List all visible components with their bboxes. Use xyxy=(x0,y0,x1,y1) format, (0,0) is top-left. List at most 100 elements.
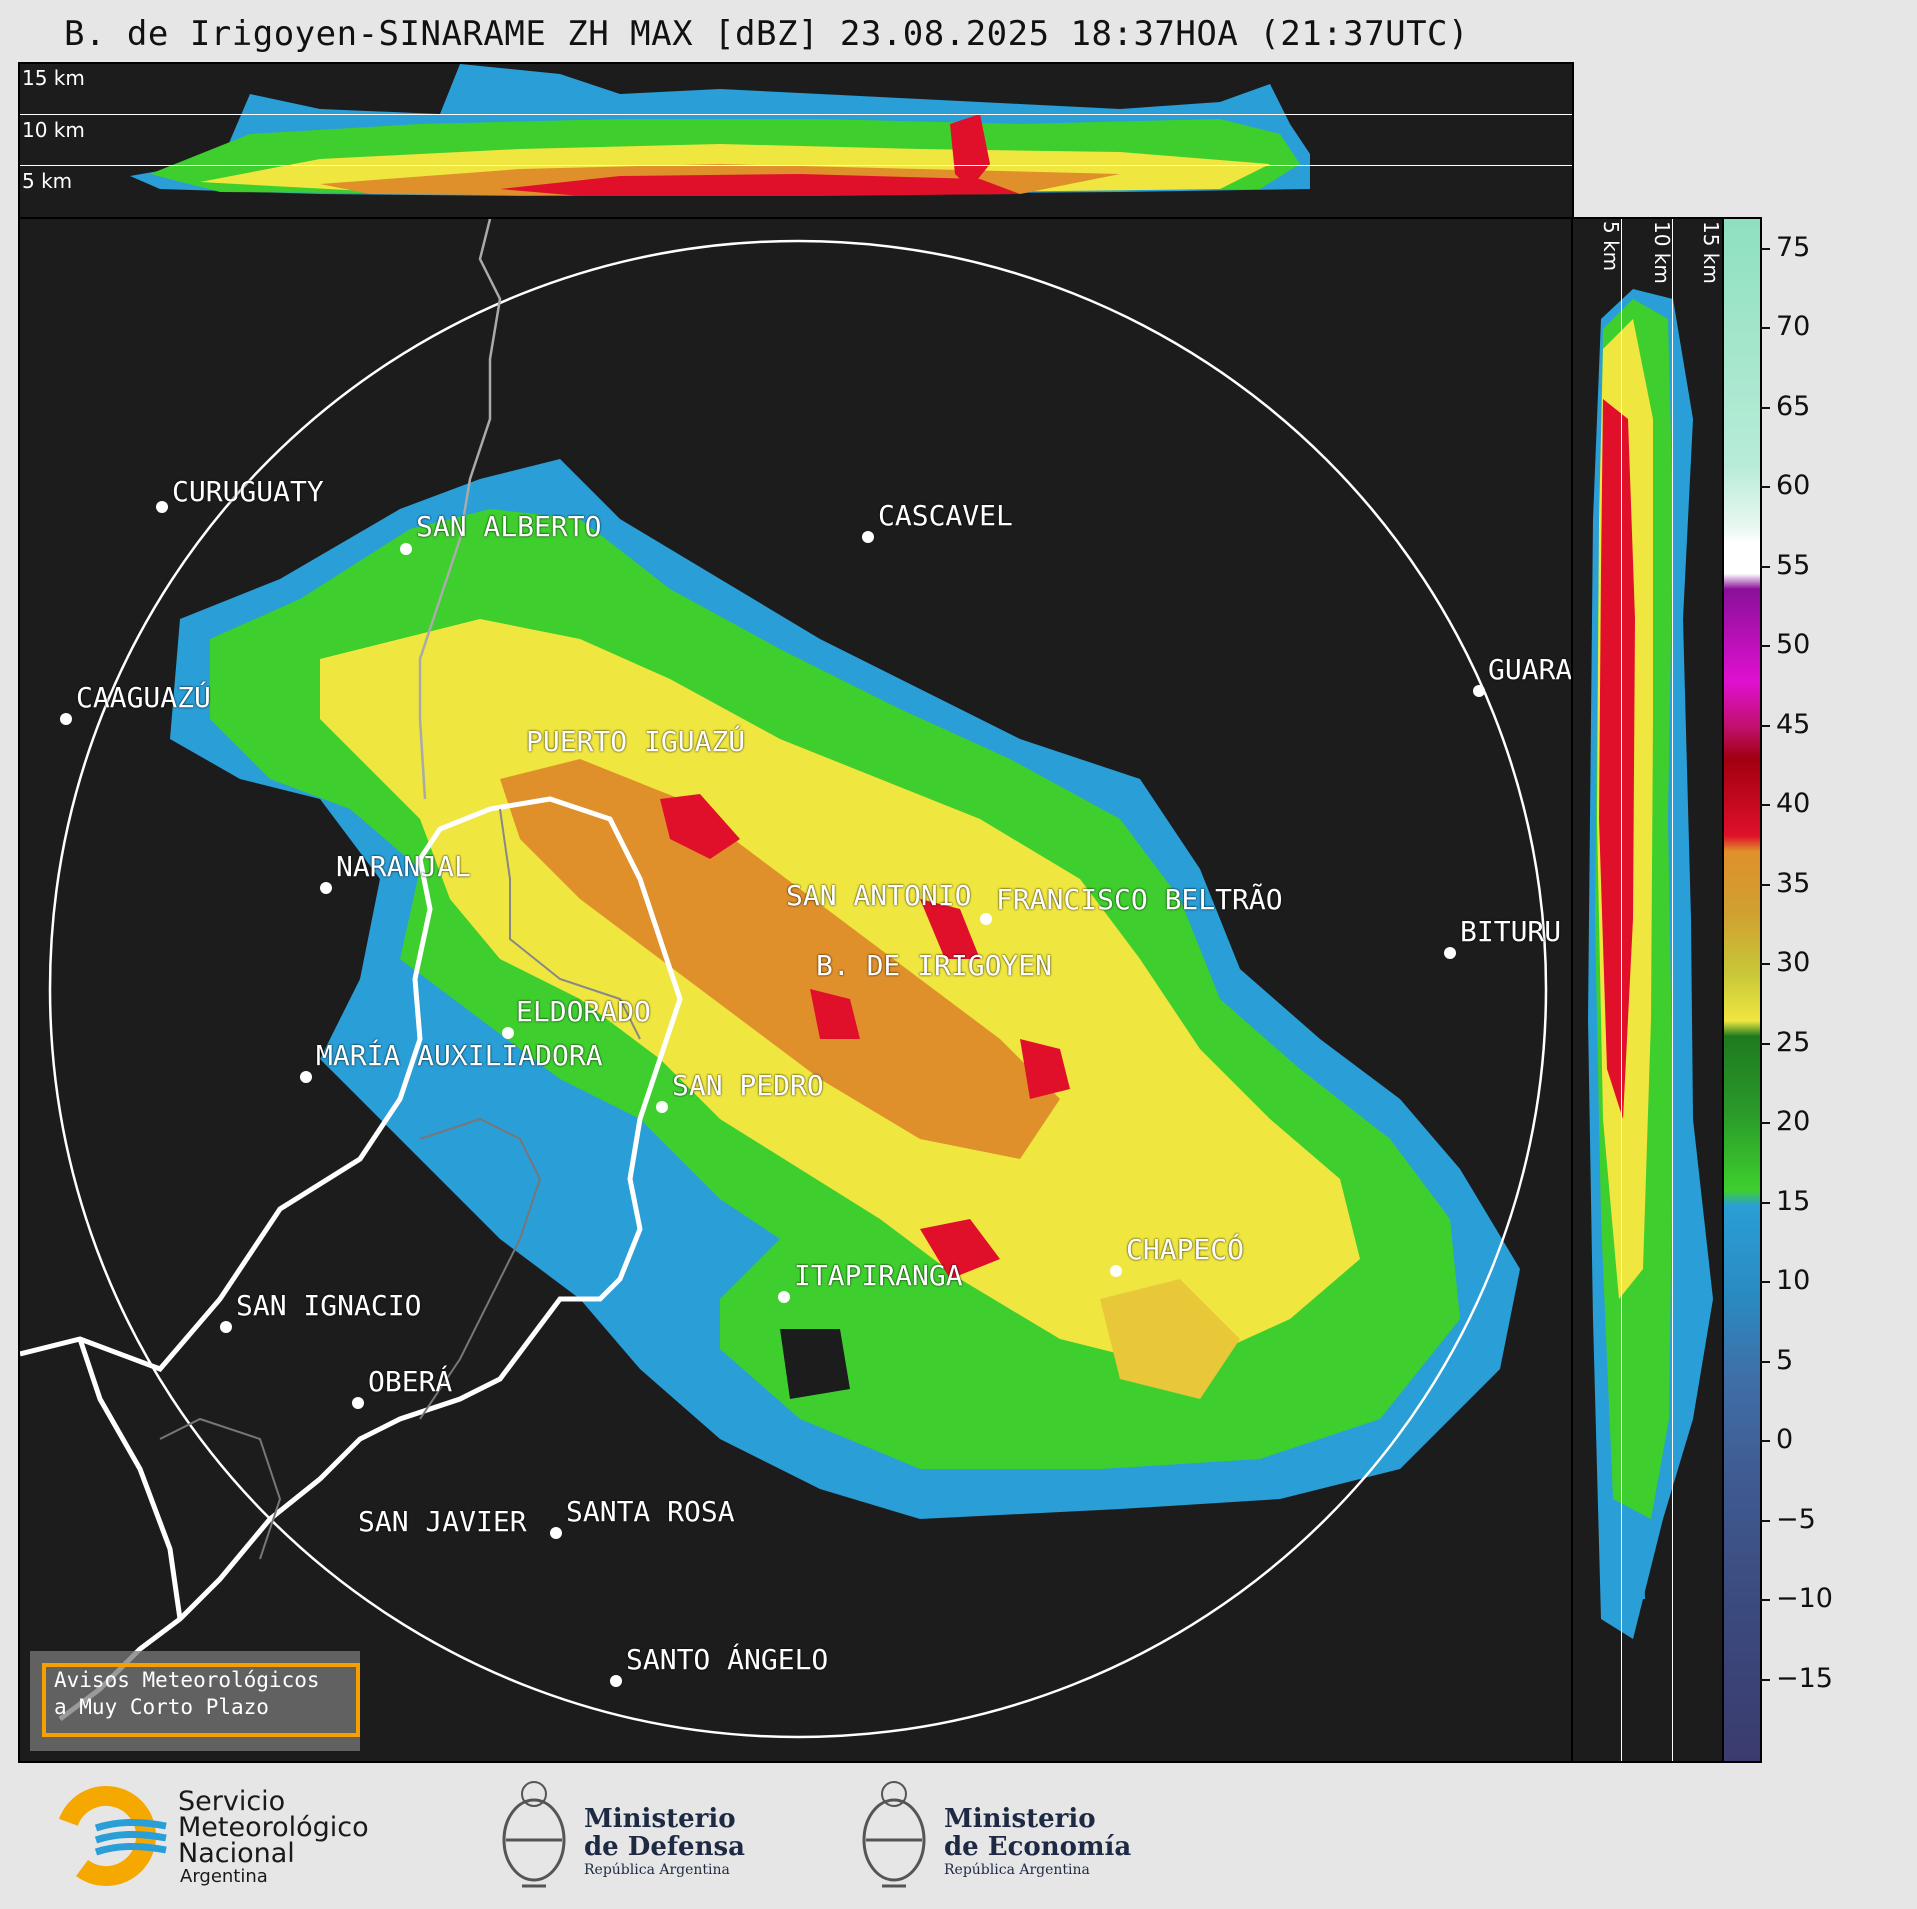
right-altitude-label-15km: 15 km xyxy=(1699,221,1723,284)
colorbar-tick-mark xyxy=(1760,1599,1770,1602)
city-label-caaguazu: CAAGUAZÚ xyxy=(76,681,211,714)
colorbar-tick-label: −15 xyxy=(1776,1662,1833,1694)
colorbar-tick-label: 5 xyxy=(1776,1344,1794,1376)
colorbar-tick-mark xyxy=(1760,883,1770,886)
city-marker xyxy=(1444,947,1456,959)
city-label-guara: GUARA xyxy=(1488,653,1573,686)
city-label-san-alberto: SAN ALBERTO xyxy=(416,510,602,543)
colorbar-tick-label: 0 xyxy=(1776,1424,1794,1456)
right-altitude-label-5km: 5 km xyxy=(1599,221,1623,272)
economia-line-1: Ministerio xyxy=(944,1804,1096,1834)
colorbar-tick-mark xyxy=(1760,1042,1770,1045)
colorbar-tick-mark xyxy=(1760,724,1770,727)
top-cross-section-echo xyxy=(130,64,1310,196)
colorbar-tick-mark xyxy=(1760,1519,1770,1522)
colorbar-tick-label: 55 xyxy=(1776,549,1811,581)
city-marker xyxy=(610,1675,622,1687)
city-marker xyxy=(352,1397,364,1409)
colorbar-tick-mark xyxy=(1760,565,1770,568)
smn-line-2: Meteorológico xyxy=(178,1812,369,1843)
top-cross-section-panel: 15 km 10 km 5 km xyxy=(18,62,1574,220)
colorbar-tick-label: 50 xyxy=(1776,629,1811,661)
city-label-curuguaty: CURUGUATY xyxy=(172,475,324,508)
warning-box[interactable]: Avisos Meteorológicos a Muy Corto Plazo xyxy=(30,1651,360,1751)
economia-line-3: República Argentina xyxy=(944,1862,1090,1878)
colorbar-tick-mark xyxy=(1760,1122,1770,1125)
city-label-cascavel: CASCAVEL xyxy=(878,499,1013,532)
colorbar-tick-label: 30 xyxy=(1776,947,1811,979)
defensa-line-2: de Defensa xyxy=(584,1832,745,1862)
city-label-bituru: BITURU xyxy=(1460,915,1562,948)
city-label-naranjal: NARANJAL xyxy=(336,850,471,883)
economia-line-2: de Economía xyxy=(944,1832,1132,1862)
defensa-line-3: República Argentina xyxy=(584,1862,730,1878)
city-marker xyxy=(862,531,874,543)
colorbar-tick-mark xyxy=(1760,1281,1770,1284)
city-label-santa-rosa: SANTA ROSA xyxy=(566,1495,735,1528)
colorbar-tick-mark xyxy=(1760,486,1770,489)
city-label-san-pedro: SAN PEDRO xyxy=(672,1069,824,1102)
city-marker xyxy=(156,501,168,513)
colorbar-tick-label: 45 xyxy=(1776,708,1811,740)
colorbar-tick-mark xyxy=(1760,1678,1770,1681)
city-marker xyxy=(300,1071,312,1083)
city-marker xyxy=(778,1291,790,1303)
city-marker xyxy=(1110,1265,1122,1277)
smn-line-4: Argentina xyxy=(180,1866,268,1887)
city-marker xyxy=(220,1321,232,1333)
top-altitude-label-10km: 10 km xyxy=(22,118,85,142)
city-label-b-de-irigoyen: B. DE IRIGOYEN xyxy=(816,949,1053,982)
top-altitude-label-5km: 5 km xyxy=(22,169,73,193)
colorbar-tick-mark xyxy=(1760,247,1770,250)
colorbar-tick-mark xyxy=(1760,1360,1770,1363)
colorbar-tick-label: −5 xyxy=(1776,1503,1816,1535)
colorbar-tick-label: 70 xyxy=(1776,311,1811,343)
warning-box-frame: Avisos Meteorológicos a Muy Corto Plazo xyxy=(42,1663,360,1737)
city-label-santo-angelo: SANTO ÁNGELO xyxy=(626,1643,829,1676)
page-title: B. de Irigoyen-SINARAME ZH MAX [dBZ] 23.… xyxy=(64,14,1469,54)
city-label-itapiranga: ITAPIRANGA xyxy=(794,1259,963,1292)
colorbar-tick-label: 35 xyxy=(1776,867,1811,899)
city-label-san-antonio: SAN ANTONIO xyxy=(786,879,972,912)
city-marker xyxy=(320,882,332,894)
city-marker xyxy=(980,913,992,925)
defensa-line-1: Ministerio xyxy=(584,1804,736,1834)
city-marker xyxy=(1473,685,1485,697)
colorbar-tick-mark xyxy=(1760,645,1770,648)
city-marker xyxy=(400,543,412,555)
right-cross-section-echo xyxy=(1588,289,1713,1639)
colorbar-tick-label: 60 xyxy=(1776,470,1811,502)
colorbar-tick-label: 20 xyxy=(1776,1106,1811,1138)
colorbar-tick-mark xyxy=(1760,963,1770,966)
city-label-francisco-beltrao: FRANCISCO BELTRÃO xyxy=(996,883,1283,916)
city-label-san-javier: SAN JAVIER xyxy=(358,1505,527,1538)
warning-line-1: Avisos Meteorológicos xyxy=(54,1668,320,1692)
dbz-colorbar xyxy=(1722,217,1762,1763)
colorbar-tick-mark xyxy=(1760,1201,1770,1204)
smn-line-3: Nacional xyxy=(178,1838,295,1869)
right-altitude-label-10km: 10 km xyxy=(1650,221,1674,284)
city-label-obera: OBERÁ xyxy=(368,1365,453,1398)
city-label-puerto-iguazu: PUERTO IGUAZÚ xyxy=(526,725,746,758)
radar-map-panel: CURUGUATY SAN ALBERTO CASCAVEL CAAGUAZÚ … xyxy=(18,217,1574,1763)
city-marker xyxy=(60,713,72,725)
colorbar-tick-label: −10 xyxy=(1776,1583,1833,1615)
colorbar-tick-mark xyxy=(1760,804,1770,807)
city-label-eldorado: ELDORADO xyxy=(516,995,651,1028)
right-cross-section-panel: 5 km 10 km 15 km xyxy=(1571,217,1725,1763)
coat-of-arms-icon xyxy=(862,1781,926,1888)
colorbar-tick-mark xyxy=(1760,406,1770,409)
coat-of-arms-icon xyxy=(502,1781,566,1888)
city-marker xyxy=(550,1527,562,1539)
colorbar-tick-label: 10 xyxy=(1776,1265,1811,1297)
colorbar-tick-label: 65 xyxy=(1776,390,1811,422)
colorbar-tick-label: 40 xyxy=(1776,788,1811,820)
colorbar-tick-label: 25 xyxy=(1776,1026,1811,1058)
city-label-maria-auxiliadora: MARÍA AUXILIADORA xyxy=(316,1039,603,1072)
city-marker xyxy=(502,1027,514,1039)
colorbar-tick-mark xyxy=(1760,327,1770,330)
city-marker xyxy=(656,1101,668,1113)
radar-echo-map xyxy=(20,219,1548,1739)
colorbar-tick-mark xyxy=(1760,1440,1770,1443)
city-label-chapeco: CHAPECÓ xyxy=(1126,1233,1245,1266)
